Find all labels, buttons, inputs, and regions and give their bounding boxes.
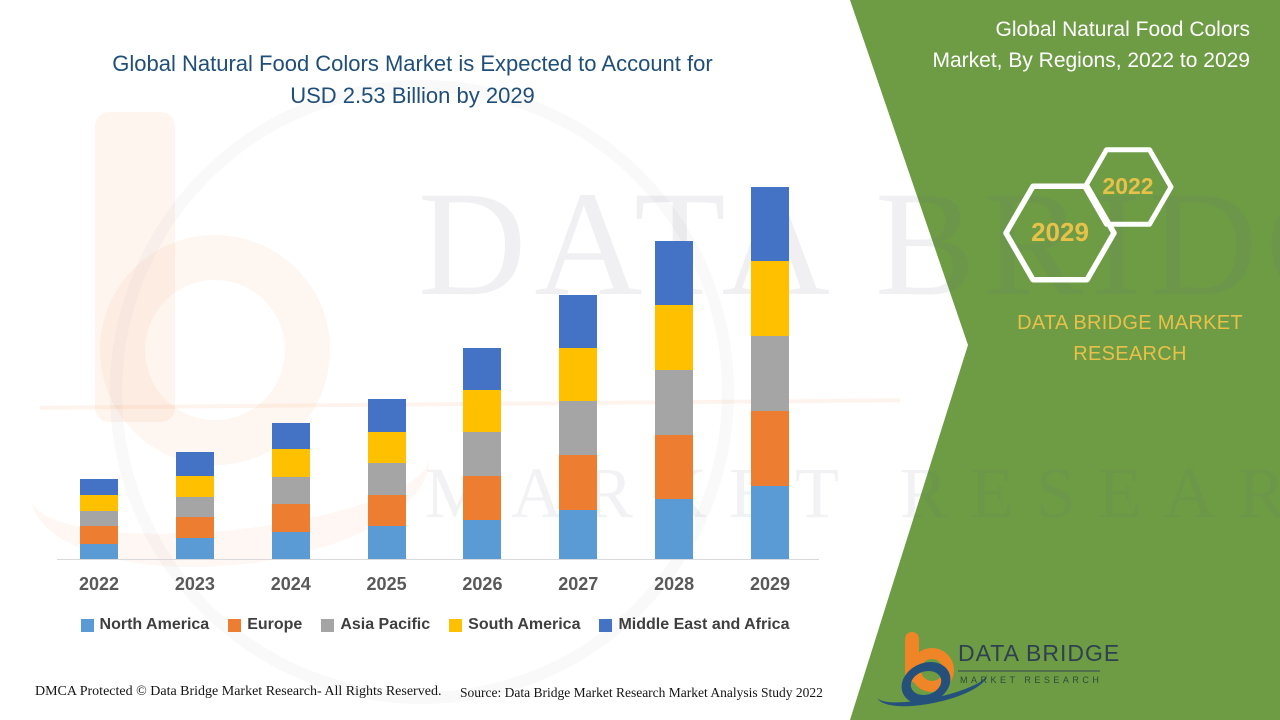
hexagon-badges [1003, 147, 1174, 283]
panel-heading: Global Natural Food Colors Market, By Re… [932, 18, 1250, 72]
bar-segment-2024-south-america [271, 449, 310, 478]
legend-swatch-icon [321, 618, 335, 632]
bar-segment-2027-south-america [559, 347, 598, 401]
data-bridge-logo: DATA BRIDGE MARKET RESEARCH [873, 628, 1130, 715]
legend-label: Middle East and Africa [618, 616, 790, 633]
bar-segment-2023-north-america [175, 537, 214, 560]
bar-2022 [80, 478, 118, 560]
bar-2026 [463, 347, 502, 560]
bar-segment-2029-asia-pacific [751, 335, 790, 411]
bar-segment-2029-north-america [751, 486, 790, 560]
x-axis-label-2029: 2029 [749, 574, 791, 594]
bar-segment-2029-middle-east-and-africa [751, 186, 790, 261]
bar-2025 [367, 399, 406, 560]
x-axis-label-2027: 2027 [558, 574, 599, 594]
bar-segment-2023-south-america [175, 475, 214, 497]
bar-segment-2029-europe [751, 411, 790, 487]
bar-segment-2022-asia-pacific [80, 511, 118, 527]
x-axis-label-2024: 2024 [270, 574, 311, 594]
bar-segment-2026-asia-pacific [463, 431, 502, 476]
bar-segment-2024-north-america [271, 531, 310, 560]
bar-segment-2023-europe [175, 517, 214, 538]
chart-title-line2: USD 2.53 Billion by 2029 [290, 83, 535, 108]
bar-segment-2022-north-america [80, 543, 118, 560]
bar-segment-2025-middle-east-and-africa [367, 399, 406, 432]
bar-segment-2028-europe [655, 434, 694, 500]
bar-segment-2026-middle-east-and-africa [463, 347, 502, 391]
bar-segment-2023-middle-east-and-africa [175, 452, 214, 476]
x-axis-label-2025: 2025 [366, 574, 407, 594]
bar-segment-2025-asia-pacific [367, 462, 406, 496]
bar-segment-2025-south-america [367, 431, 406, 463]
bar-segment-2026-europe [463, 475, 502, 521]
legend-label: Asia Pacific [340, 616, 431, 633]
chart-title-line1: Global Natural Food Colors Market is Exp… [112, 51, 713, 76]
logo-subtext: MARKET RESEARCH [960, 675, 1103, 685]
chart-title: Global Natural Food Colors Market is Exp… [40, 48, 785, 112]
legend-swatch-icon [599, 618, 613, 632]
x-axis-label-2028: 2028 [654, 574, 695, 594]
x-axis-label-2026: 2026 [462, 574, 503, 594]
legend-item-south-america: South America [449, 616, 580, 634]
x-axis-label-2023: 2023 [174, 574, 215, 594]
x-axis-label-2022: 2022 [78, 574, 120, 594]
brand-wordmark-line2: RESEARCH [1073, 343, 1187, 365]
legend-label: South America [468, 616, 581, 633]
bar-segment-2022-europe [80, 526, 118, 544]
hexagon-2029-outline [1003, 183, 1117, 283]
brand-wordmark-line1: DATA BRIDGE MARKET [1017, 312, 1243, 334]
logo-underline [958, 670, 1100, 672]
chart-legend: North America Europe Asia Pacific South Ame… [40, 616, 830, 634]
legend-swatch-icon [80, 618, 94, 632]
bar-segment-2024-middle-east-and-africa [271, 422, 310, 450]
bar-2028 [655, 241, 694, 560]
legend-label: North America [99, 616, 210, 633]
bar-segment-2026-south-america [463, 390, 502, 432]
bar-segment-2029-south-america [751, 260, 790, 336]
logo-b-bowl-icon [910, 648, 954, 692]
bar-segment-2028-south-america [655, 304, 694, 370]
legend-item-europe: Europe [228, 616, 302, 634]
bar-segment-2022-middle-east-and-africa [80, 478, 118, 496]
bar-segment-2025-europe [367, 495, 406, 527]
bar-segment-2027-north-america [559, 509, 598, 560]
source-note: Source: Data Bridge Market Research Mark… [460, 685, 823, 700]
legend-swatch-icon [228, 618, 242, 632]
bar-segment-2024-europe [271, 503, 310, 532]
bar-segment-2028-asia-pacific [655, 369, 694, 435]
logo-name: DATA BRIDGE [958, 640, 1121, 666]
bar-segment-2026-north-america [463, 520, 502, 560]
bar-2023 [175, 452, 214, 560]
bar-2029 [751, 186, 790, 560]
bar-segment-2022-south-america [80, 495, 118, 512]
bar-segment-2027-europe [559, 455, 598, 510]
bar-segment-2023-asia-pacific [175, 496, 214, 518]
legend-swatch-icon [449, 618, 463, 632]
bar-segment-2028-north-america [655, 499, 694, 560]
legend-item-asia-pacific: Asia Pacific [321, 616, 430, 634]
bar-2024 [271, 422, 310, 560]
bar-segment-2027-asia-pacific [559, 400, 598, 456]
bar-2027 [559, 294, 598, 561]
x-axis-line [57, 559, 819, 560]
hexagon-year-2022: 2022 [1102, 173, 1154, 199]
brand-wordmark: DATA BRIDGE MARKET RESEARCH [965, 308, 1280, 370]
dmca-notice: DMCA Protected © Data Bridge Market Rese… [35, 684, 442, 699]
bar-segment-2027-middle-east-and-africa [559, 294, 598, 348]
legend-item-north-america: North America [80, 616, 210, 634]
legend-label: Europe [247, 616, 303, 633]
bar-segment-2024-asia-pacific [271, 477, 310, 504]
hexagon-year-2029: 2029 [1031, 217, 1089, 247]
legend-item-middle-east-and-africa: Middle East and Africa [599, 616, 789, 634]
bar-segment-2025-north-america [367, 526, 406, 560]
bar-segment-2028-middle-east-and-africa [655, 241, 694, 305]
